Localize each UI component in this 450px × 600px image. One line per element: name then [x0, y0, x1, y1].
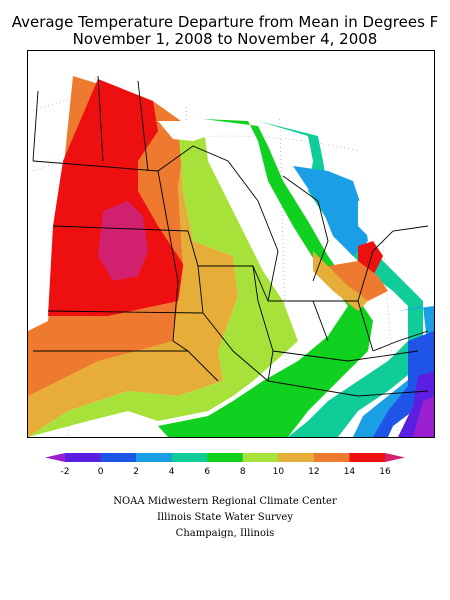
scale-tick-label: 2	[133, 467, 139, 477]
map-canvas	[28, 51, 434, 437]
scale-bin	[136, 453, 173, 462]
scale-tick-label: 6	[204, 467, 210, 477]
region-14-16	[48, 79, 188, 316]
region-16-plus	[98, 201, 148, 281]
color-scale-legend: -2 0 2 4 6 8 10 12 14 16	[45, 453, 405, 477]
scale-tick-label: 8	[240, 467, 246, 477]
scale-tick-label: 4	[169, 467, 175, 477]
region-8-10	[28, 121, 298, 437]
scale-bin-low-arrow	[45, 453, 65, 462]
scale-tick-label: 12	[308, 467, 319, 477]
no-data-east	[358, 196, 393, 241]
scale-tick-label: 10	[273, 467, 285, 477]
scale-bin	[278, 453, 315, 462]
scale-bin	[207, 453, 244, 462]
no-data-north	[28, 51, 434, 437]
region-12-14-east	[328, 261, 388, 301]
credit-noaa: NOAA Midwestern Regional Climate Center	[113, 496, 337, 507]
region-10-12-east	[313, 251, 368, 311]
credit-location: Champaign, Illinois	[175, 528, 275, 539]
scale-bin	[349, 453, 386, 462]
no-data-lake-superior	[158, 121, 208, 141]
departure-shading	[28, 51, 434, 437]
scale-tick-label: 0	[98, 467, 104, 477]
scale-bin-high-arrow	[385, 453, 405, 462]
region-10-12	[28, 121, 238, 437]
state-boundaries	[32, 75, 429, 397]
region-2-4	[293, 166, 368, 256]
scale-tick-label: 14	[344, 467, 356, 477]
credit-isws: Illinois State Water Survey	[156, 512, 293, 523]
scale-bin	[171, 453, 208, 462]
scale-bin	[313, 453, 350, 462]
region-4-6	[258, 121, 423, 437]
map-title: Average Temperature Departure from Mean …	[11, 13, 439, 31]
map-date-range: November 1, 2008 to November 4, 2008	[72, 30, 378, 48]
region-below-neg2	[413, 396, 434, 437]
scale-bin	[242, 453, 279, 462]
scale-bin	[65, 453, 102, 462]
region-0-2	[373, 331, 434, 437]
scale-bin	[100, 453, 137, 462]
temperature-departure-map	[27, 50, 435, 438]
scale-tick-label: 16	[379, 467, 391, 477]
scale-tick-label: -2	[61, 467, 70, 477]
